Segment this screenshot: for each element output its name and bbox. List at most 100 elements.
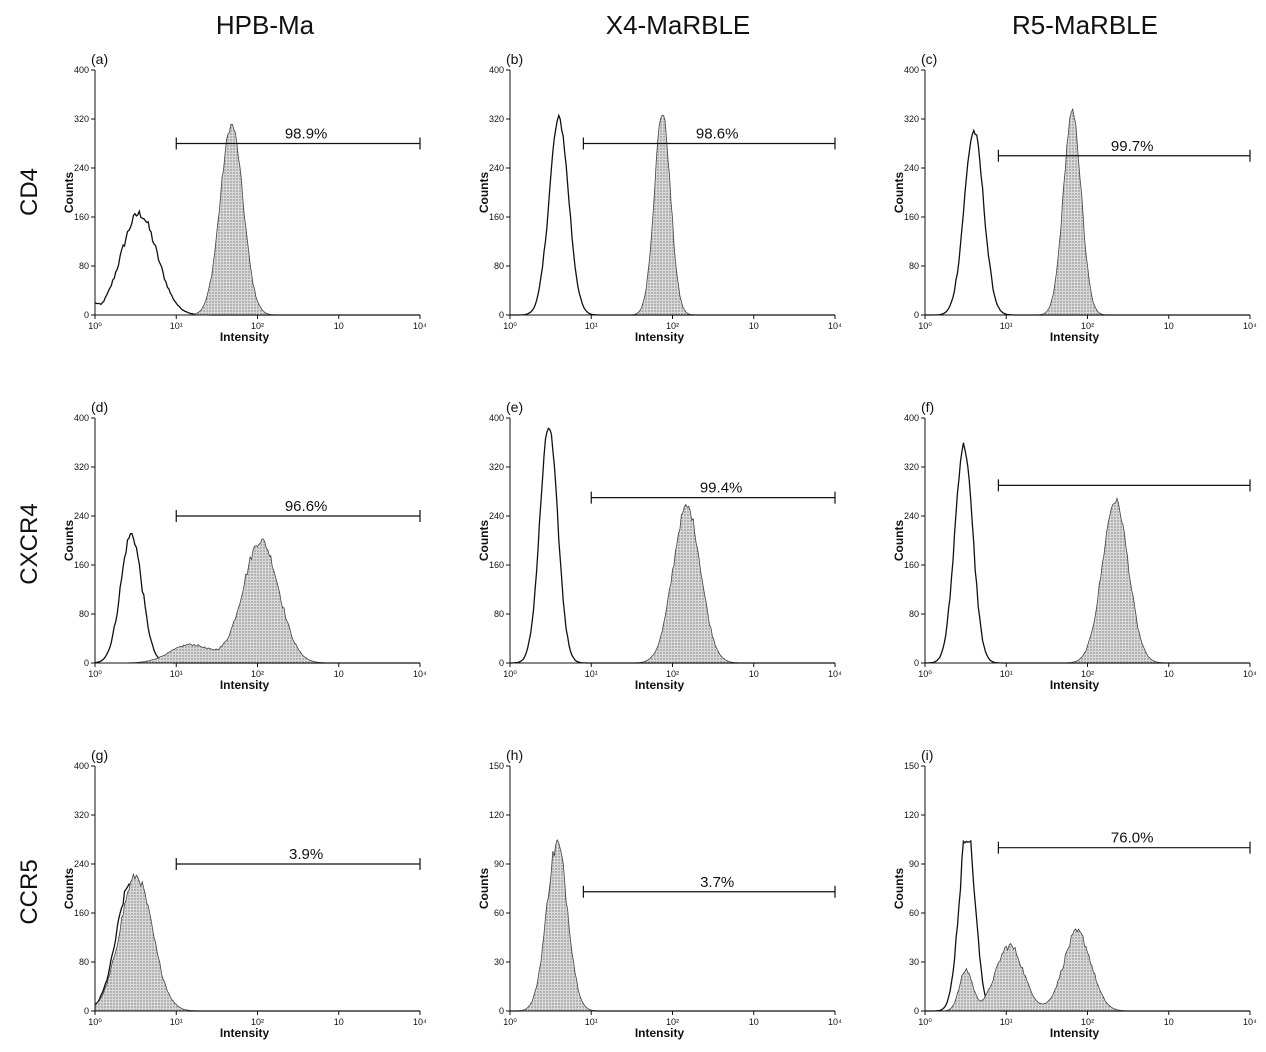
panel-letter: (g) (91, 747, 108, 763)
histogram-filled-series (510, 114, 835, 316)
gate-percent-label: 99.7% (1111, 138, 1154, 155)
col-header-2: X4-MaRBLE (605, 10, 751, 40)
x-axis-title: Intensity (220, 1026, 270, 1040)
y-tick-label: 150 (904, 761, 919, 771)
x-tick-label: 10¹ (170, 321, 183, 331)
x-axis-title: Intensity (635, 678, 685, 692)
x-tick-label: 10² (666, 669, 679, 679)
x-tick-label: 10¹ (1000, 1017, 1013, 1027)
histogram-panel: (c) 0 80 160 240 320 400 10⁰ 10¹ 10² 10 10⁴ Intensit… (892, 51, 1257, 344)
y-tick-label: 60 (909, 908, 919, 918)
x-tick-label: 10¹ (170, 1017, 183, 1027)
panel-letter: (b) (506, 51, 523, 67)
y-tick-label: 400 (74, 65, 89, 75)
x-tick-label: 10⁰ (918, 669, 932, 679)
histogram-outline-series (925, 442, 1250, 664)
y-tick-label: 0 (84, 1006, 89, 1016)
gate-percent-label: 98.6% (696, 126, 739, 143)
x-tick-label: 10⁴ (413, 1017, 427, 1027)
row-header-ccr5: CCR5 (16, 859, 43, 925)
y-axis-title: Counts (62, 868, 76, 910)
x-tick-label: 10⁰ (88, 321, 102, 331)
y-tick-label: 120 (904, 810, 919, 820)
y-tick-label: 320 (489, 114, 504, 124)
x-tick-label: 10⁰ (503, 321, 517, 331)
x-tick-label: 10¹ (585, 321, 598, 331)
x-tick-label: 10⁴ (828, 669, 842, 679)
y-tick-label: 240 (489, 163, 504, 173)
x-tick-label: 10⁰ (88, 669, 102, 679)
y-tick-label: 0 (914, 310, 919, 320)
y-tick-label: 160 (904, 560, 919, 570)
y-tick-label: 80 (79, 261, 89, 271)
x-tick-label: 10² (1081, 321, 1094, 331)
y-tick-label: 0 (499, 310, 504, 320)
y-axis-title: Counts (892, 520, 906, 562)
y-axis-title: Counts (892, 172, 906, 214)
row-header-cxcr4: CXCR4 (16, 503, 43, 585)
x-tick-label: 10² (666, 1017, 679, 1027)
x-tick-label: 10⁴ (1243, 321, 1257, 331)
y-tick-label: 90 (494, 859, 504, 869)
x-axis-title: Intensity (635, 1026, 685, 1040)
y-tick-label: 80 (494, 261, 504, 271)
histogram-panel: (h) 0 30 60 90 120 150 10⁰ 10¹ 10² 10 10⁴ Intensity C… (477, 747, 842, 1040)
y-tick-label: 80 (79, 957, 89, 967)
y-tick-label: 160 (74, 908, 89, 918)
x-tick-label: 10 (334, 321, 344, 331)
y-tick-label: 160 (74, 560, 89, 570)
x-tick-label: 10² (251, 321, 264, 331)
y-axis-title: Counts (477, 172, 491, 214)
y-tick-label: 80 (494, 609, 504, 619)
x-tick-label: 10 (749, 669, 759, 679)
y-axis-title: Counts (62, 520, 76, 562)
y-tick-label: 320 (74, 462, 89, 472)
y-tick-label: 320 (74, 114, 89, 124)
histogram-panel: (d) 0 80 160 240 320 400 10⁰ 10¹ 10² 10 10⁴ Intensit… (62, 399, 427, 692)
y-tick-label: 0 (914, 1006, 919, 1016)
x-tick-label: 10 (749, 321, 759, 331)
y-tick-label: 320 (904, 462, 919, 472)
x-tick-label: 10⁰ (88, 1017, 102, 1027)
x-tick-label: 10¹ (585, 669, 598, 679)
x-tick-label: 10⁰ (503, 669, 517, 679)
row-header-cd4: CD4 (16, 168, 43, 217)
x-tick-label: 10 (334, 669, 344, 679)
y-tick-label: 120 (489, 810, 504, 820)
gate-percent-label: 3.9% (289, 846, 323, 863)
y-tick-label: 160 (489, 560, 504, 570)
x-tick-label: 10 (1164, 321, 1174, 331)
panel-letter: (c) (921, 51, 937, 67)
y-tick-label: 60 (494, 908, 504, 918)
col-header-1: HPB-Ma (215, 10, 315, 40)
x-tick-label: 10 (749, 1017, 759, 1027)
y-tick-label: 240 (489, 511, 504, 521)
x-tick-label: 10¹ (1000, 669, 1013, 679)
histogram-filled-series (94, 872, 420, 1012)
y-axis-title: Counts (477, 868, 491, 910)
histogram-filled-series (95, 538, 420, 664)
x-tick-label: 10⁴ (828, 1017, 842, 1027)
histogram-filled-series (925, 107, 1250, 316)
x-tick-label: 10¹ (170, 669, 183, 679)
histogram-panel: (i) 0 30 60 90 120 150 10⁰ 10¹ 10² 10 10⁴ Intensity C… (892, 747, 1257, 1040)
y-tick-label: 400 (904, 413, 919, 423)
col-header-3: R5-MaRBLE (1012, 10, 1158, 40)
y-tick-label: 240 (74, 163, 89, 173)
x-tick-label: 10 (334, 1017, 344, 1027)
x-tick-label: 10² (251, 1017, 264, 1027)
y-tick-label: 90 (909, 859, 919, 869)
y-tick-label: 400 (489, 65, 504, 75)
y-axis-title: Counts (477, 520, 491, 562)
histogram-filled-series (925, 497, 1250, 664)
y-tick-label: 240 (74, 859, 89, 869)
gate-percent-label: 3.7% (700, 874, 734, 891)
y-axis-title: Counts (892, 868, 906, 910)
y-tick-label: 80 (909, 609, 919, 619)
gate-percent-label: 99.4% (700, 480, 743, 497)
panel-letter: (e) (506, 399, 523, 415)
y-tick-label: 400 (74, 761, 89, 771)
gate-percent-label: 98.9% (285, 126, 328, 143)
y-tick-label: 160 (904, 212, 919, 222)
histogram-panel: (f) 0 80 160 240 320 400 10⁰ 10¹ 10² 10 10⁴ Intensit… (892, 399, 1257, 692)
